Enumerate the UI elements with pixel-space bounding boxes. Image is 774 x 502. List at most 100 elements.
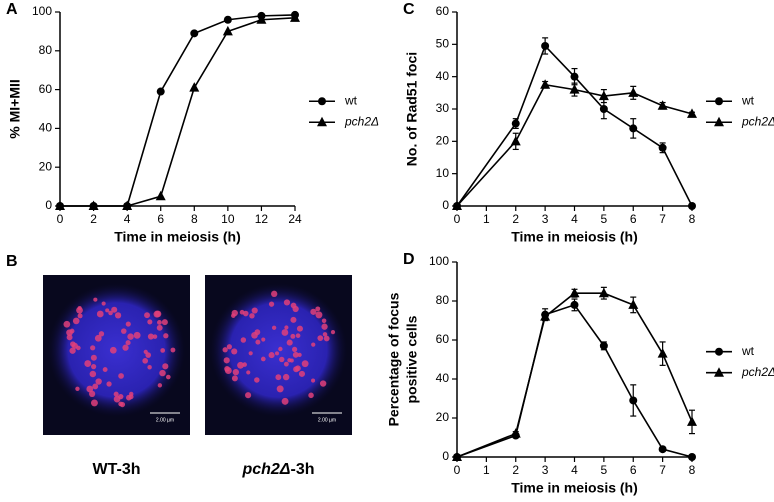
focus bbox=[66, 334, 73, 341]
x-axis-title: Time in meiosis (h) bbox=[114, 229, 241, 245]
marker bbox=[569, 84, 580, 94]
focus bbox=[90, 354, 97, 361]
focus bbox=[226, 344, 232, 350]
focus bbox=[249, 313, 255, 319]
focus bbox=[296, 325, 303, 332]
panel-label: D bbox=[403, 251, 415, 268]
legend-label: wt bbox=[741, 93, 755, 107]
legend-label: pch2Δ bbox=[741, 114, 774, 128]
x-tick-label: 3 bbox=[542, 212, 549, 226]
marker bbox=[452, 451, 462, 461]
marker bbox=[510, 428, 521, 438]
marker bbox=[540, 311, 551, 321]
focus bbox=[122, 344, 129, 351]
focus bbox=[165, 374, 171, 380]
x-tick-label: 2 bbox=[512, 212, 519, 226]
focus bbox=[274, 351, 280, 356]
y-tick-label: 100 bbox=[429, 254, 449, 268]
focus bbox=[231, 309, 238, 317]
marker bbox=[189, 82, 200, 92]
marker bbox=[452, 200, 462, 210]
focus bbox=[330, 330, 336, 335]
y-tick-label: 20 bbox=[436, 134, 450, 148]
series-line bbox=[456, 83, 693, 207]
focus bbox=[315, 306, 321, 312]
focus bbox=[282, 373, 290, 381]
marker bbox=[658, 143, 667, 152]
focus bbox=[224, 366, 230, 372]
focus bbox=[223, 357, 230, 364]
focus bbox=[290, 316, 297, 323]
focus bbox=[283, 299, 291, 306]
marker bbox=[122, 200, 133, 210]
y-tick-label: 40 bbox=[39, 121, 53, 135]
caption-part: WT-3h bbox=[93, 461, 141, 478]
y-tick-label: 40 bbox=[436, 69, 450, 83]
focus bbox=[290, 333, 296, 339]
focus bbox=[301, 360, 309, 368]
y-tick-label: 50 bbox=[436, 37, 450, 51]
y-tick-label: 60 bbox=[436, 332, 450, 346]
legend-marker bbox=[317, 116, 327, 127]
x-tick-label: 2 bbox=[512, 463, 519, 477]
focus bbox=[72, 317, 80, 325]
focus bbox=[152, 334, 158, 339]
focus bbox=[254, 377, 260, 383]
marker bbox=[156, 87, 165, 96]
x-tick-label: 5 bbox=[601, 212, 608, 226]
legend-marker bbox=[714, 367, 724, 377]
focus bbox=[162, 363, 169, 370]
marker bbox=[540, 79, 551, 89]
focus bbox=[108, 310, 113, 316]
focus bbox=[125, 321, 131, 327]
x-tick-label: 3 bbox=[542, 463, 549, 477]
focus bbox=[118, 393, 124, 400]
marker bbox=[155, 190, 166, 201]
focus bbox=[156, 324, 163, 331]
legend-marker bbox=[715, 97, 723, 106]
focus bbox=[248, 351, 253, 356]
focus bbox=[90, 399, 98, 407]
y-tick-label: 40 bbox=[436, 371, 450, 385]
focus bbox=[271, 290, 278, 298]
y-axis-title: Percentage of focus bbox=[386, 292, 402, 426]
x-tick-label: 24 bbox=[288, 212, 302, 226]
marker bbox=[569, 287, 580, 298]
marker bbox=[688, 453, 696, 461]
focus bbox=[89, 370, 97, 378]
focus bbox=[231, 348, 238, 355]
marker bbox=[190, 29, 199, 38]
focus bbox=[308, 392, 314, 399]
marker bbox=[256, 14, 267, 24]
focus bbox=[245, 392, 252, 399]
focus bbox=[260, 356, 266, 362]
focus bbox=[237, 361, 244, 369]
focus bbox=[147, 333, 154, 340]
x-tick-label: 7 bbox=[659, 212, 666, 226]
y-tick-label: 0 bbox=[45, 198, 52, 212]
focus bbox=[142, 358, 149, 364]
x-tick-label: 6 bbox=[630, 212, 637, 226]
focus bbox=[268, 301, 275, 307]
x-tick-label: 0 bbox=[454, 212, 461, 226]
marker bbox=[570, 300, 579, 309]
focus bbox=[144, 312, 150, 319]
focus bbox=[246, 370, 251, 375]
focus bbox=[271, 325, 277, 330]
focus bbox=[321, 323, 328, 330]
focus bbox=[113, 391, 119, 397]
legend-label: pch2Δ bbox=[741, 365, 774, 379]
x-tick-label: 8 bbox=[689, 463, 696, 477]
scale-label: 2.00 µm bbox=[318, 417, 336, 423]
focus bbox=[114, 312, 122, 319]
focus bbox=[278, 346, 283, 352]
x-tick-label: 10 bbox=[221, 212, 235, 226]
x-tick-label: 5 bbox=[601, 463, 608, 477]
x-tick-label: 12 bbox=[255, 212, 269, 226]
focus bbox=[159, 369, 166, 377]
focus bbox=[105, 308, 110, 313]
marker bbox=[629, 124, 638, 133]
marker bbox=[658, 445, 667, 454]
focus bbox=[147, 365, 152, 370]
focus bbox=[101, 301, 106, 306]
